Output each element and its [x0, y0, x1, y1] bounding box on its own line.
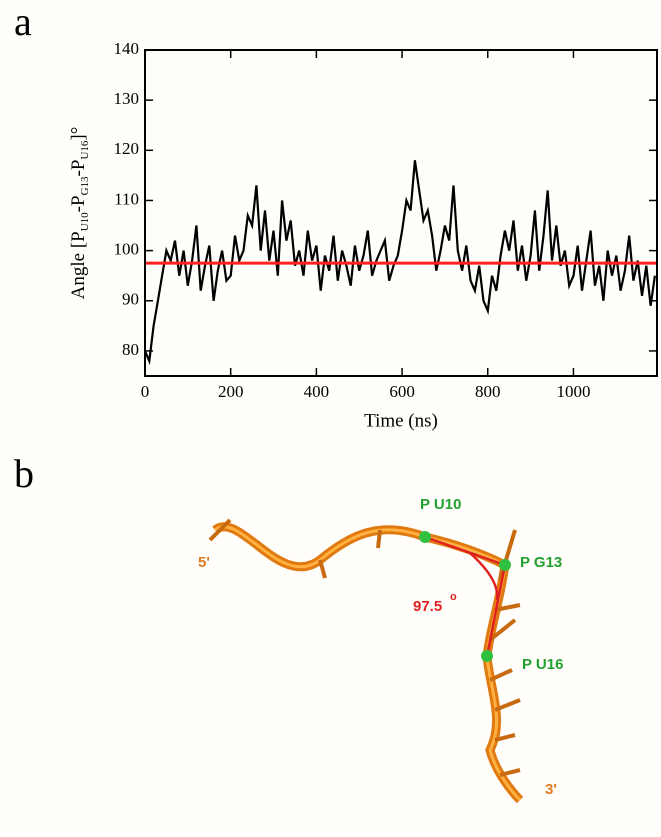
angle-degree: o — [450, 591, 457, 603]
x-tick-label: 600 — [389, 382, 415, 401]
y-tick-label: 130 — [114, 89, 140, 108]
panel-label: a — [14, 0, 32, 44]
x-tick-label: 800 — [475, 382, 501, 401]
y-axis-label: Angle [PU10-PG13-PU16]° — [68, 127, 90, 300]
y-axis-label-part: U10 — [79, 212, 91, 231]
angle-label: 97.5 — [413, 598, 442, 615]
x-tick-label: 1000 — [556, 382, 590, 401]
x-axis-label: Time (ns) — [364, 410, 438, 431]
y-axis-label-part: Angle [P — [68, 231, 89, 299]
x-tick-label: 200 — [218, 382, 244, 401]
y-tick-label: 140 — [114, 39, 140, 58]
x-tick-label: 0 — [141, 382, 150, 401]
y-axis-label-part: -P — [68, 195, 89, 212]
end-label: 3' — [545, 781, 557, 798]
y-axis-label-part: U16 — [79, 140, 91, 159]
atom-label: P U16 — [522, 656, 563, 673]
bases — [208, 518, 521, 777]
atom — [499, 559, 511, 571]
data-line — [143, 160, 656, 366]
y-axis-label-part: G13 — [79, 176, 91, 195]
end-label: 5' — [198, 554, 210, 571]
y-axis-label-part: ]° — [68, 127, 89, 141]
y-tick-label: 110 — [114, 189, 139, 208]
y-tick-label: 120 — [114, 139, 140, 158]
y-axis-label-part: -P — [68, 160, 89, 177]
atom-label: P G13 — [520, 554, 562, 571]
backbone-highlight — [214, 525, 522, 802]
atom-label: P U10 — [420, 496, 461, 513]
angle-lines — [424, 535, 507, 657]
y-tick-label: 90 — [122, 290, 139, 309]
y-tick-label: 100 — [114, 240, 140, 259]
backbone — [212, 522, 524, 804]
atom — [481, 650, 493, 662]
rna-structure: P U10 P G13 P U16 5' 3' 97.5 o — [198, 496, 563, 804]
panel-label: b — [14, 451, 34, 496]
x-tick-label: 400 — [304, 382, 330, 401]
chart: 80 90 100 110 120 130 140 0 200 400 600 800 1000 Time… — [68, 39, 658, 431]
plot-frame — [144, 49, 658, 377]
y-tick-label: 80 — [122, 340, 139, 359]
atom — [419, 531, 431, 543]
